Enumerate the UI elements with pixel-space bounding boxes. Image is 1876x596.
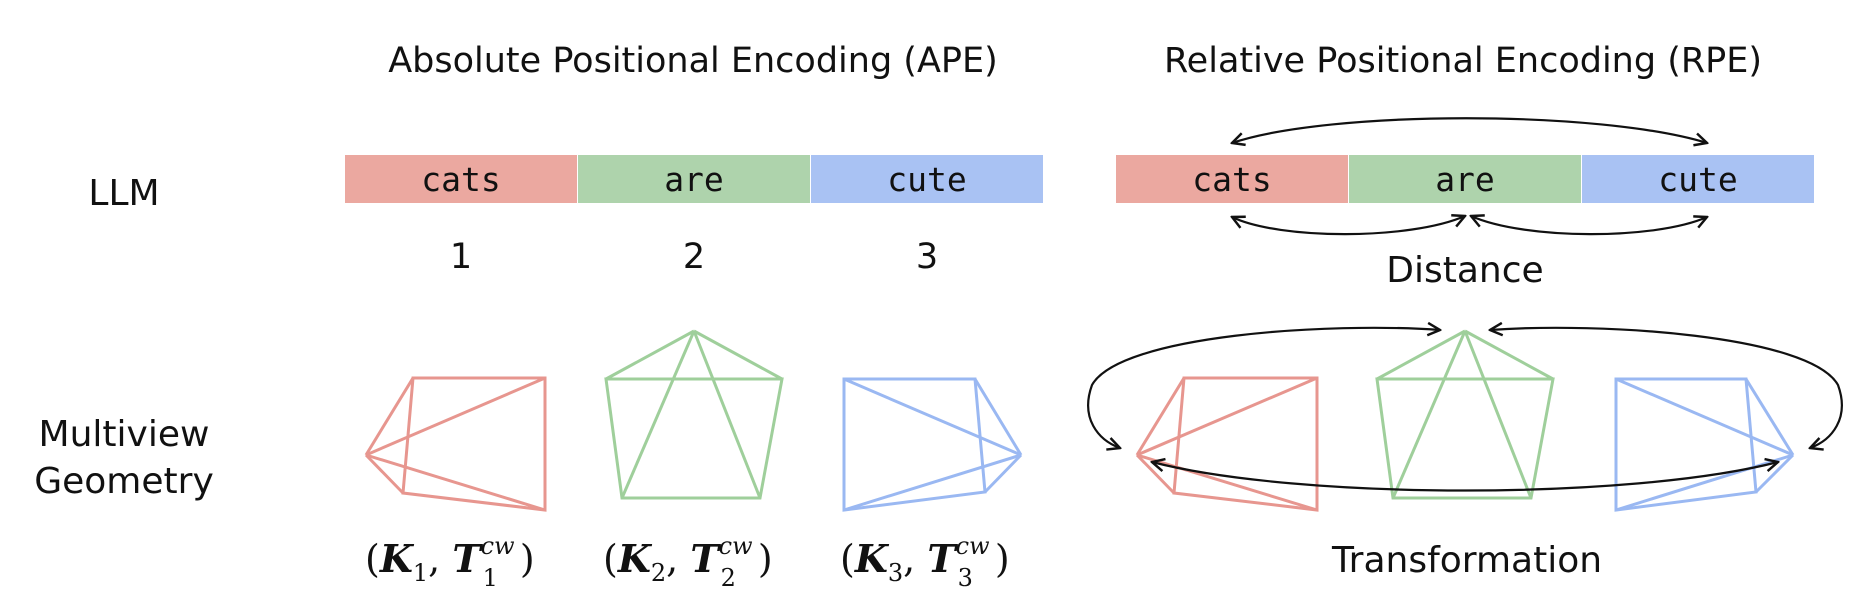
ape-token-are-box: [578, 155, 810, 203]
ape-camera-2: [604, 329, 784, 500]
rpe-token-bar: cats are cute: [1116, 155, 1814, 203]
ape-token-cute: cute: [887, 160, 966, 199]
rpe-token-cute-box: [1582, 155, 1814, 203]
ape-token-cute-box: [811, 155, 1043, 203]
rpe-arrow-cats-are: [1232, 216, 1465, 236]
ape-camera-3: [842, 377, 1023, 512]
ape-camera-2-params: (K2, Tcw 2): [603, 532, 773, 592]
rpe-arrow-are-cute: [1471, 216, 1707, 236]
row-label-llm: LLM: [88, 173, 159, 214]
rpe-token-cats: cats: [1192, 160, 1271, 199]
rpe-camera-1: [1135, 376, 1319, 512]
ape-token-are: are: [664, 160, 724, 199]
ape-title: Absolute Positional Encoding (APE): [388, 41, 998, 81]
row-label-geometry: Geometry: [34, 461, 214, 502]
rpe-title: Relative Positional Encoding (RPE): [1164, 41, 1762, 81]
ape-camera-1-params: (K1, Tcw 1): [365, 532, 535, 592]
ape-index-2: 2: [683, 237, 705, 277]
rpe-arrow-cam1-cam3: [1152, 462, 1778, 492]
row-label-multiview: Multiview: [39, 414, 210, 455]
ape-camera-3-params: (K3, Tcw 3): [840, 532, 1010, 592]
rpe-token-are-box: [1349, 155, 1581, 203]
ape-token-cats: cats: [421, 160, 500, 199]
rpe-token-cute: cute: [1658, 160, 1737, 199]
ape-token-bar: cats are cute: [345, 155, 1043, 203]
rpe-arrow-cats-cute-top: [1232, 117, 1707, 143]
ape-index-3: 3: [916, 237, 938, 277]
rpe-arrow-cam2-cam3: [1490, 328, 1843, 448]
rpe-camera-2: [1375, 329, 1555, 500]
ape-camera-1: [364, 376, 547, 512]
rpe-token-are: are: [1435, 160, 1495, 199]
ape-token-cats-box: [345, 155, 577, 203]
rpe-arrow-cam1-cam2: [1087, 328, 1440, 448]
transformation-label: Transformation: [1331, 540, 1602, 581]
rpe-token-cats-box: [1116, 155, 1348, 203]
ape-index-1: 1: [450, 237, 472, 277]
rpe-camera-3: [1614, 377, 1795, 512]
distance-label: Distance: [1386, 250, 1543, 291]
